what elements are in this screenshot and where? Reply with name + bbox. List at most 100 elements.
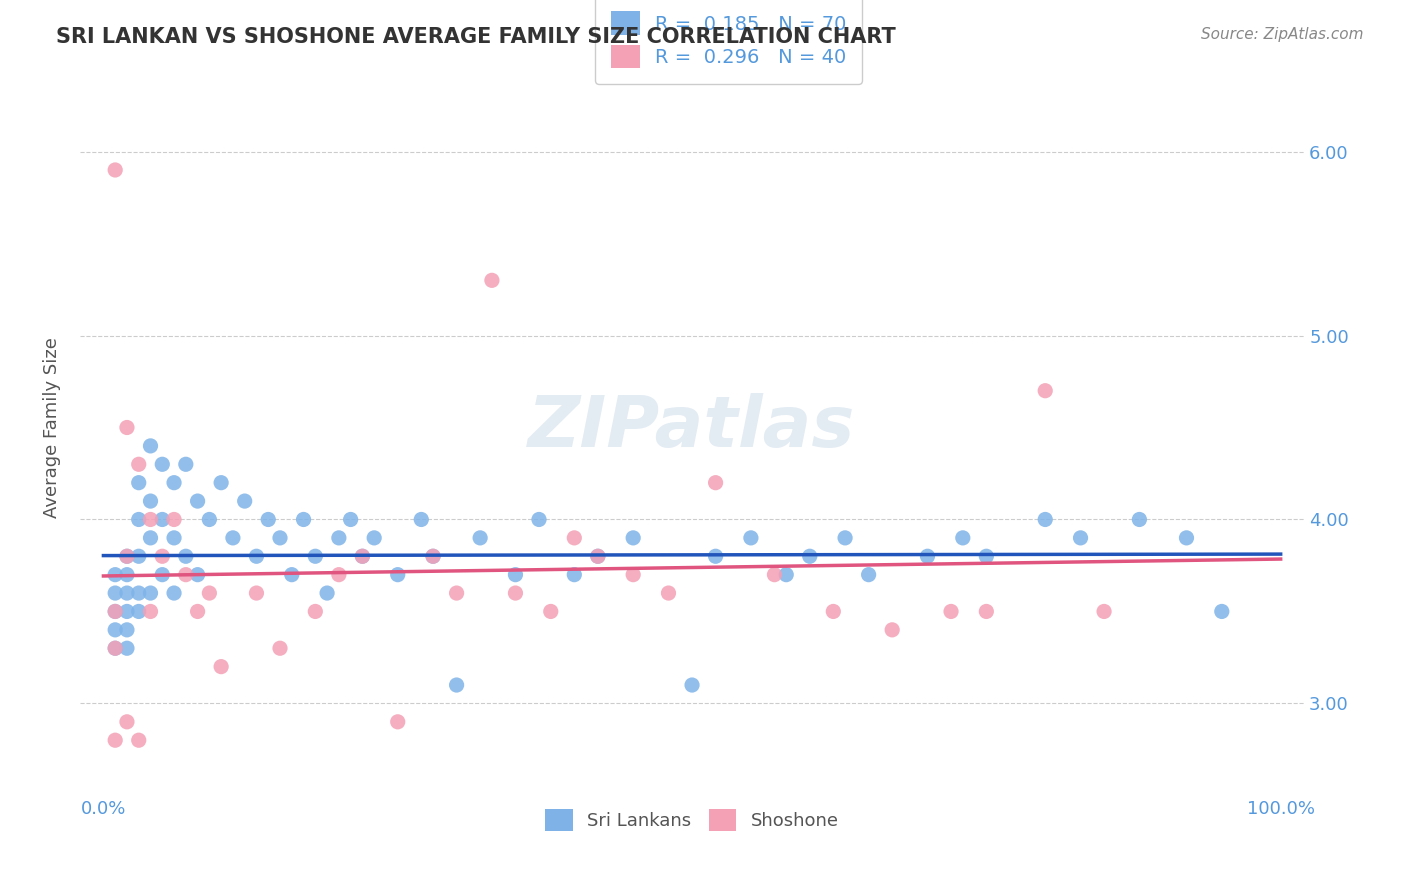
Point <box>481 273 503 287</box>
Point <box>422 549 444 564</box>
Point <box>292 512 315 526</box>
Point <box>209 659 232 673</box>
Point <box>150 549 173 564</box>
Point <box>104 641 127 656</box>
Point <box>1211 604 1233 618</box>
Point <box>339 512 361 526</box>
Point <box>422 549 444 564</box>
Point <box>128 475 150 490</box>
Point <box>704 549 727 564</box>
Point <box>245 586 267 600</box>
Point <box>174 458 197 472</box>
Point <box>387 567 409 582</box>
Point <box>115 604 138 618</box>
Point <box>233 494 256 508</box>
Point <box>411 512 433 526</box>
Point <box>834 531 856 545</box>
Point <box>128 458 150 472</box>
Point <box>281 567 304 582</box>
Point <box>621 567 644 582</box>
Point <box>139 586 162 600</box>
Point <box>198 512 221 526</box>
Point <box>115 567 138 582</box>
Point <box>139 531 162 545</box>
Point <box>882 623 904 637</box>
Point <box>763 567 786 582</box>
Point <box>115 641 138 656</box>
Text: SRI LANKAN VS SHOSHONE AVERAGE FAMILY SIZE CORRELATION CHART: SRI LANKAN VS SHOSHONE AVERAGE FAMILY SI… <box>56 27 896 46</box>
Point <box>163 586 186 600</box>
Point <box>681 678 703 692</box>
Point <box>387 714 409 729</box>
Point <box>163 512 186 526</box>
Point <box>939 604 962 618</box>
Point <box>163 531 186 545</box>
Point <box>586 549 609 564</box>
Point <box>740 531 762 545</box>
Point <box>527 512 550 526</box>
Point <box>1070 531 1092 545</box>
Point <box>104 604 127 618</box>
Point <box>468 531 491 545</box>
Point <box>104 604 127 618</box>
Point <box>128 512 150 526</box>
Legend: Sri Lankans, Shoshone: Sri Lankans, Shoshone <box>531 794 853 846</box>
Point <box>269 641 291 656</box>
Point <box>316 586 339 600</box>
Point <box>115 623 138 637</box>
Point <box>562 531 585 545</box>
Point <box>1175 531 1198 545</box>
Point <box>799 549 821 564</box>
Point <box>174 549 197 564</box>
Point <box>139 512 162 526</box>
Point <box>104 623 127 637</box>
Point <box>115 549 138 564</box>
Point <box>128 733 150 747</box>
Point <box>1033 512 1056 526</box>
Point <box>150 458 173 472</box>
Point <box>128 604 150 618</box>
Point <box>245 549 267 564</box>
Point <box>304 604 326 618</box>
Text: ZIPatlas: ZIPatlas <box>529 393 856 462</box>
Point <box>1033 384 1056 398</box>
Point <box>174 567 197 582</box>
Point <box>115 586 138 600</box>
Point <box>917 549 939 564</box>
Point <box>704 475 727 490</box>
Point <box>505 567 527 582</box>
Point <box>139 439 162 453</box>
Point <box>775 567 797 582</box>
Point <box>328 567 350 582</box>
Point <box>621 531 644 545</box>
Point <box>115 714 138 729</box>
Point <box>823 604 845 618</box>
Point <box>104 733 127 747</box>
Point <box>304 549 326 564</box>
Point <box>128 549 150 564</box>
Point <box>104 163 127 178</box>
Point <box>198 586 221 600</box>
Point <box>1092 604 1115 618</box>
Point <box>115 420 138 434</box>
Point <box>187 567 209 582</box>
Point <box>562 567 585 582</box>
Point <box>269 531 291 545</box>
Point <box>187 494 209 508</box>
Point <box>976 549 998 564</box>
Point <box>222 531 245 545</box>
Point <box>115 549 138 564</box>
Point <box>328 531 350 545</box>
Point <box>952 531 974 545</box>
Point <box>104 641 127 656</box>
Point <box>139 604 162 618</box>
Point <box>150 567 173 582</box>
Point <box>446 586 468 600</box>
Point <box>209 475 232 490</box>
Point <box>163 475 186 490</box>
Point <box>858 567 880 582</box>
Point <box>505 586 527 600</box>
Point <box>586 549 609 564</box>
Text: Source: ZipAtlas.com: Source: ZipAtlas.com <box>1201 27 1364 42</box>
Point <box>150 512 173 526</box>
